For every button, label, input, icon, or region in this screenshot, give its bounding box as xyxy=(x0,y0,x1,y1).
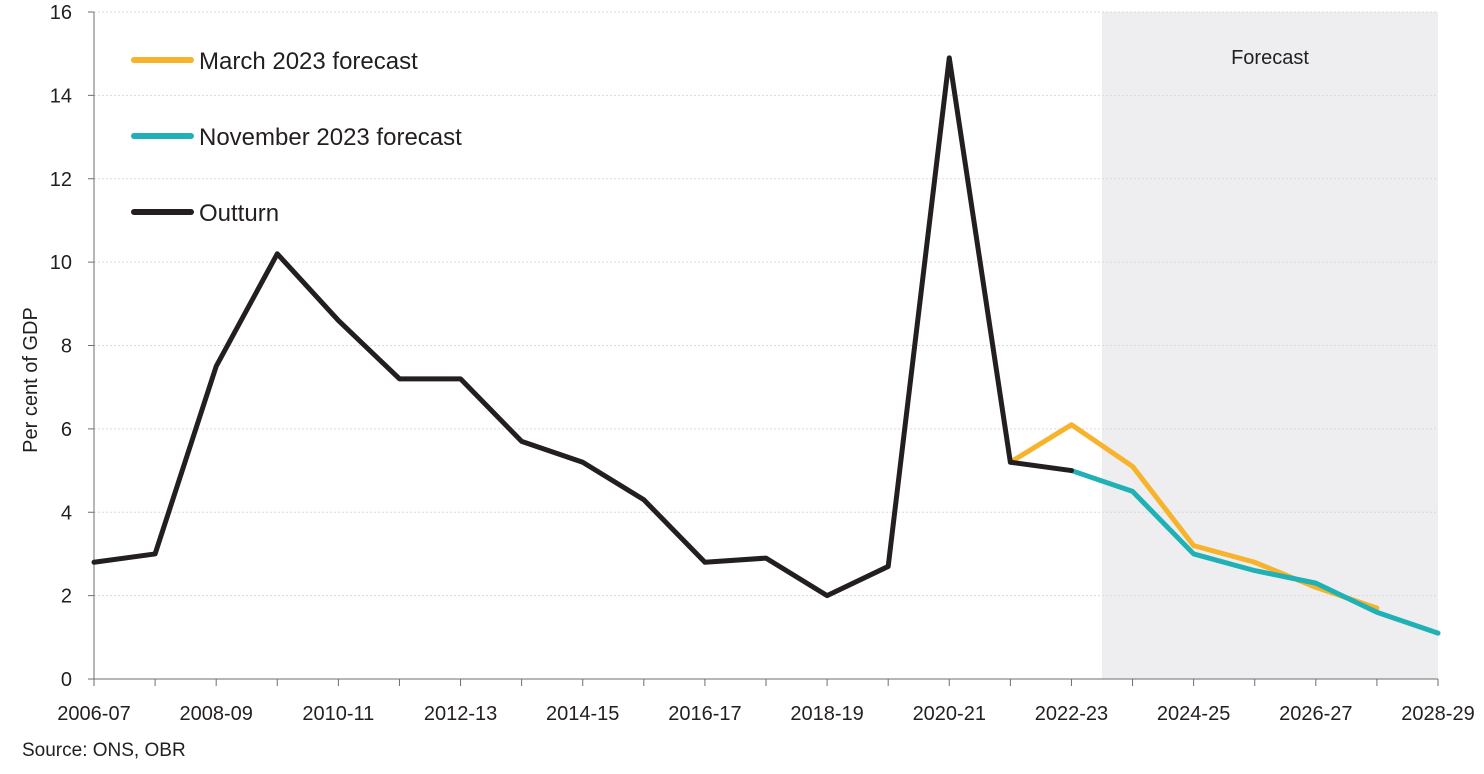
x-tick-label: 2012-13 xyxy=(424,703,497,725)
y-tick-label: 16 xyxy=(50,2,72,24)
y-tick-label: 12 xyxy=(50,169,72,191)
x-tick-label: 2010-11 xyxy=(302,703,374,725)
x-tick-label: 2026-27 xyxy=(1279,703,1352,725)
legend-label: Outturn xyxy=(199,200,279,227)
y-tick-label: 14 xyxy=(50,85,72,107)
forecast-region-label: Forecast xyxy=(1231,47,1309,69)
y-axis-ticks: 0 2 4 6 8 10 12 14 16 xyxy=(50,2,94,691)
source-note: Source: ONS, OBR xyxy=(22,740,186,761)
y-tick-label: 10 xyxy=(50,252,72,274)
y-tick-label: 6 xyxy=(61,419,72,441)
legend: March 2023 forecast November 2023 forecas… xyxy=(131,48,462,227)
x-tick-label: 2006-07 xyxy=(57,703,130,725)
y-tick-label: 2 xyxy=(61,586,72,608)
y-axis-title: Per cent of GDP xyxy=(20,307,42,453)
series-lines xyxy=(91,55,1441,636)
x-tick-label: 2018-19 xyxy=(790,703,863,725)
legend-label: March 2023 forecast xyxy=(199,48,418,75)
x-tick-label: 2016-17 xyxy=(668,703,741,725)
x-tick-label: 2020-21 xyxy=(913,703,986,725)
gridlines xyxy=(94,11,1438,597)
x-tick-label: 2008-09 xyxy=(179,703,252,725)
y-tick-label: 0 xyxy=(61,669,72,691)
x-tick-label: 2014-15 xyxy=(546,703,619,725)
y-tick-label: 4 xyxy=(61,502,72,524)
x-axis-ticks: 2006-07 2008-09 2010-11 2012-13 2014-15 2016-… xyxy=(57,679,1475,725)
legend-label: November 2023 forecast xyxy=(199,124,462,151)
x-tick-label: 2028-29 xyxy=(1401,703,1474,725)
x-tick-label: 2024-25 xyxy=(1157,703,1230,725)
y-tick-label: 8 xyxy=(61,336,72,358)
x-tick-label: 2022-23 xyxy=(1035,703,1108,725)
